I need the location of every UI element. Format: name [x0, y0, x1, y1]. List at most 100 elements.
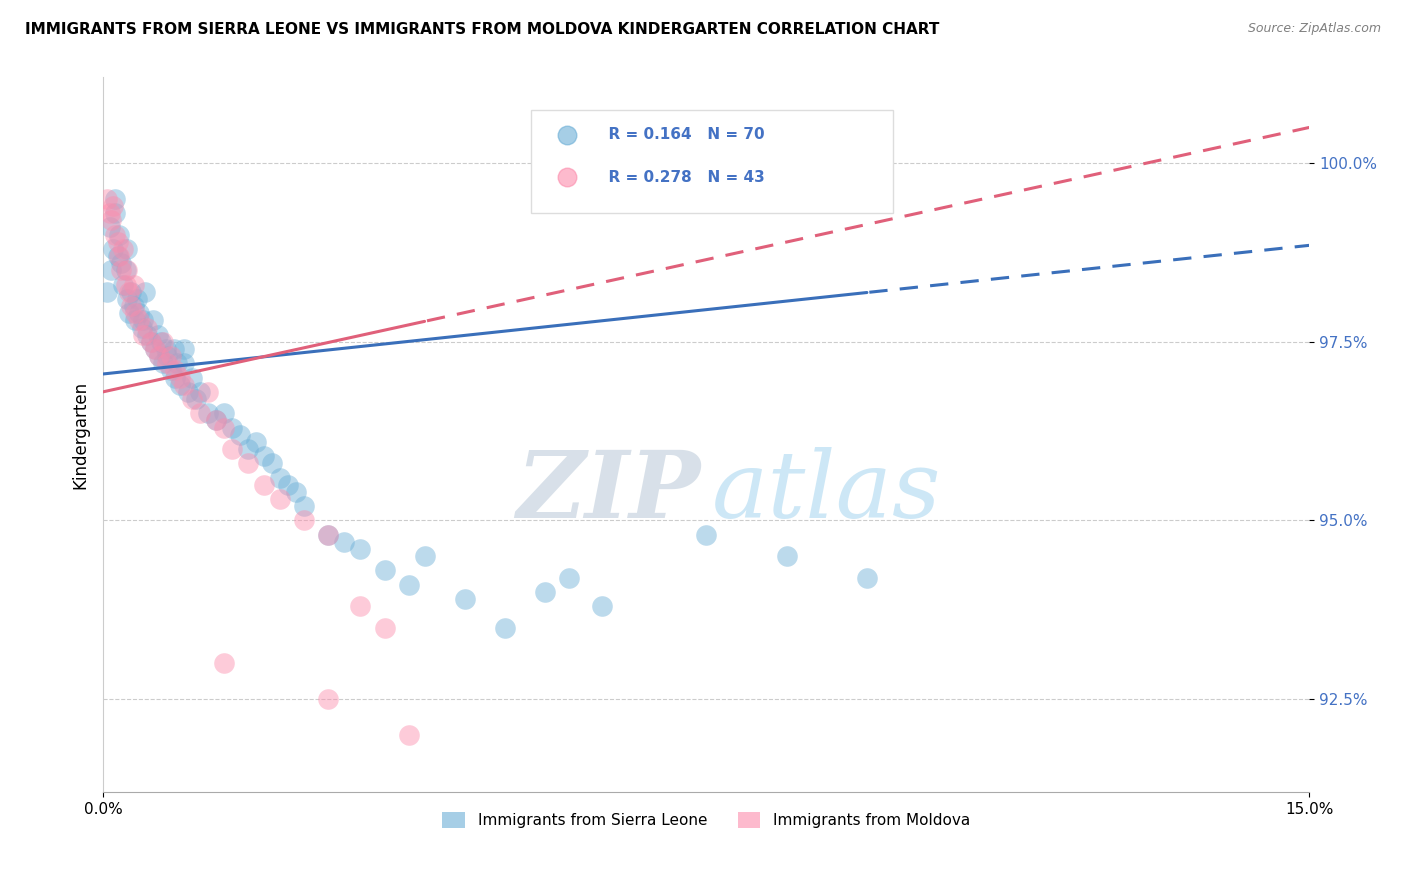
Point — [104, 192, 127, 206]
Point — [114, 263, 136, 277]
Point — [118, 306, 141, 320]
Point — [534, 585, 557, 599]
Point — [124, 306, 146, 320]
Point — [131, 320, 153, 334]
Point — [316, 527, 339, 541]
Point — [152, 356, 174, 370]
Point — [253, 477, 276, 491]
Point — [292, 513, 315, 527]
FancyBboxPatch shape — [531, 110, 893, 213]
Point — [156, 349, 179, 363]
Point — [253, 449, 276, 463]
Point — [155, 342, 177, 356]
Point — [100, 263, 122, 277]
Point — [221, 420, 243, 434]
Point — [108, 227, 131, 242]
Point — [316, 692, 339, 706]
Point — [212, 420, 235, 434]
Point — [136, 327, 159, 342]
Point — [204, 413, 226, 427]
Point — [316, 527, 339, 541]
Point — [398, 728, 420, 742]
Point — [165, 370, 187, 384]
Point — [169, 370, 191, 384]
Point — [98, 220, 121, 235]
Point — [98, 206, 121, 220]
Point — [110, 256, 132, 270]
Point — [107, 249, 129, 263]
Point — [292, 499, 315, 513]
Point — [96, 285, 118, 299]
Point — [173, 356, 195, 370]
Point — [180, 392, 202, 406]
Point — [142, 313, 165, 327]
Point — [100, 213, 122, 227]
Point — [104, 206, 127, 220]
Point — [118, 285, 141, 299]
Point — [269, 470, 291, 484]
Point — [197, 406, 219, 420]
Point — [374, 564, 396, 578]
Point — [148, 349, 170, 363]
Text: atlas: atlas — [713, 447, 942, 537]
Point — [141, 334, 163, 349]
Point — [173, 342, 195, 356]
Point — [145, 342, 167, 356]
Text: ZIP: ZIP — [516, 447, 700, 537]
Point — [184, 392, 207, 406]
Point — [856, 571, 879, 585]
Point — [132, 327, 155, 342]
Point — [188, 384, 211, 399]
Point — [176, 384, 198, 399]
Point — [277, 477, 299, 491]
Point — [150, 334, 173, 349]
Point — [221, 442, 243, 456]
Text: IMMIGRANTS FROM SIERRA LEONE VS IMMIGRANTS FROM MOLDOVA KINDERGARTEN CORRELATION: IMMIGRANTS FROM SIERRA LEONE VS IMMIGRAN… — [25, 22, 939, 37]
Legend: Immigrants from Sierra Leone, Immigrants from Moldova: Immigrants from Sierra Leone, Immigrants… — [436, 806, 976, 834]
Point — [188, 406, 211, 420]
Point — [180, 370, 202, 384]
Point — [110, 263, 132, 277]
Text: Source: ZipAtlas.com: Source: ZipAtlas.com — [1247, 22, 1381, 36]
Point — [128, 306, 150, 320]
Point — [141, 334, 163, 349]
Point — [120, 299, 142, 313]
Point — [96, 192, 118, 206]
Point — [260, 456, 283, 470]
Point — [349, 599, 371, 614]
Y-axis label: Kindergarten: Kindergarten — [72, 381, 89, 489]
Point — [107, 235, 129, 249]
Point — [136, 320, 159, 334]
Point — [695, 527, 717, 541]
Point — [124, 313, 146, 327]
Point — [112, 277, 135, 292]
Point — [212, 657, 235, 671]
Point — [160, 363, 183, 377]
Point — [108, 249, 131, 263]
Point — [204, 413, 226, 427]
Point — [163, 342, 186, 356]
Point — [122, 277, 145, 292]
Point — [775, 549, 797, 564]
Point — [166, 356, 188, 370]
Point — [104, 227, 127, 242]
Point — [245, 434, 267, 449]
Point — [285, 484, 308, 499]
Point — [236, 456, 259, 470]
Point — [236, 442, 259, 456]
Point — [101, 242, 124, 256]
Point — [125, 292, 148, 306]
Point — [132, 313, 155, 327]
Point — [117, 263, 139, 277]
Point — [101, 199, 124, 213]
Point — [349, 541, 371, 556]
Point — [152, 334, 174, 349]
Point — [117, 242, 139, 256]
Point — [173, 377, 195, 392]
Point — [333, 534, 356, 549]
Point — [398, 578, 420, 592]
Point — [494, 621, 516, 635]
Point — [591, 599, 613, 614]
Point — [169, 377, 191, 392]
Text: R = 0.164   N = 70: R = 0.164 N = 70 — [598, 127, 765, 142]
